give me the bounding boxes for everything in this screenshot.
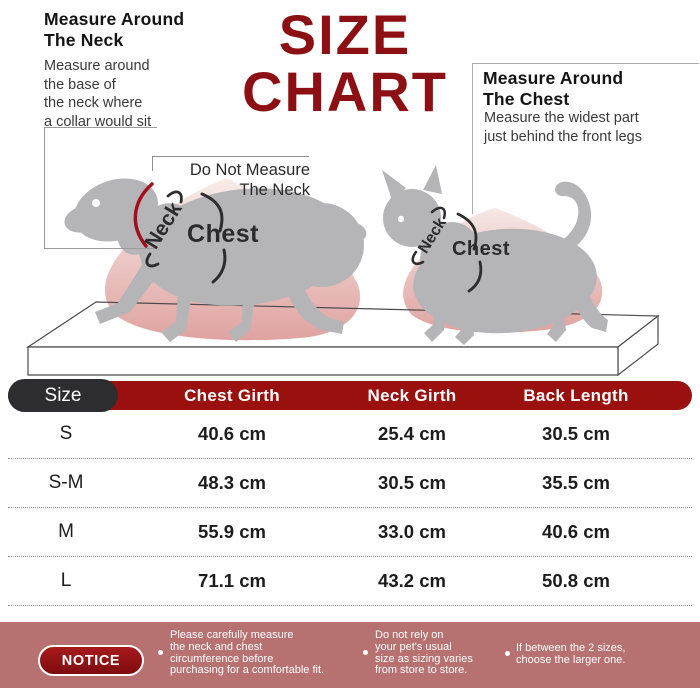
- notice-badge: NOTICE: [38, 645, 144, 676]
- dog-collar-arc: [133, 182, 154, 248]
- row-neck-girth: 33.0 cm: [378, 521, 446, 542]
- size-table-body: S 40.6 cm 25.4 cm 30.5 cm S-M 48.3 cm 30…: [8, 410, 692, 606]
- dog-eye: [92, 199, 100, 207]
- dog-chest-label: Chest: [187, 220, 259, 248]
- do-not-measure-bracket: [152, 156, 309, 171]
- chest-callout-body: Measure the widest part just behind the …: [484, 110, 642, 145]
- notice-item: Please carefully measure the neck and ch…: [170, 629, 325, 677]
- table-header-size-pill: Size: [8, 379, 118, 412]
- row-neck-girth: 30.5 cm: [378, 472, 446, 493]
- table-row: S-M 48.3 cm 30.5 cm 35.5 cm: [8, 459, 692, 508]
- cat-measure-arcs: [411, 206, 483, 293]
- row-size: S: [59, 423, 73, 444]
- table-header-neck-girth: Neck Girth: [367, 385, 457, 405]
- dog-silhouette: [64, 178, 367, 342]
- dog-measure-arcs: [145, 190, 227, 284]
- row-back-length: 40.6 cm: [542, 521, 610, 542]
- row-back-length: 30.5 cm: [542, 423, 610, 444]
- chest-callout-heading: Measure Around The Chest: [483, 68, 624, 109]
- cat-silhouette: [382, 165, 608, 345]
- cat-chest-label: Chest: [451, 238, 511, 260]
- table-header-bar: Chest Girth Neck Girth Back Length: [8, 381, 692, 410]
- row-size: S-M: [48, 472, 84, 493]
- do-not-measure-note: Do Not Measure The Neck: [189, 161, 310, 199]
- table-header-back-length: Back Length: [523, 385, 629, 405]
- neck-callout-body: Measure around the base of the neck wher…: [44, 58, 152, 130]
- cat-eye: [397, 215, 405, 223]
- row-back-length: 50.8 cm: [542, 570, 610, 591]
- table-row: L 71.1 cm 43.2 cm 50.8 cm: [8, 557, 692, 606]
- platform: [26, 301, 660, 377]
- neck-callout-heading: Measure Around The Neck: [44, 9, 185, 50]
- table-header-chest-girth: Chest Girth: [184, 385, 280, 405]
- bullet-dot: [363, 650, 368, 655]
- row-neck-girth: 43.2 cm: [378, 570, 446, 591]
- bullet-dot: [158, 650, 163, 655]
- row-chest-girth: 40.6 cm: [198, 423, 266, 444]
- notice-item: If between the 2 sizes, choose the large…: [516, 642, 626, 666]
- row-chest-girth: 48.3 cm: [198, 472, 266, 493]
- row-size: M: [58, 521, 74, 542]
- page-title: SIZE CHART: [242, 3, 448, 123]
- table-row: S 40.6 cm 25.4 cm 30.5 cm: [8, 410, 692, 459]
- notice-item: Do not rely on your pet's usual size as …: [375, 629, 473, 677]
- row-neck-girth: 25.4 cm: [378, 423, 446, 444]
- row-size: L: [60, 570, 72, 591]
- table-row: M 55.9 cm 33.0 cm 40.6 cm: [8, 508, 692, 557]
- neck-leader-bracket: [44, 127, 157, 249]
- row-back-length: 35.5 cm: [542, 472, 610, 493]
- bullet-dot: [505, 651, 510, 656]
- chest-leader-bracket: [472, 63, 699, 214]
- row-chest-girth: 55.9 cm: [198, 521, 266, 542]
- row-chest-girth: 71.1 cm: [198, 570, 266, 591]
